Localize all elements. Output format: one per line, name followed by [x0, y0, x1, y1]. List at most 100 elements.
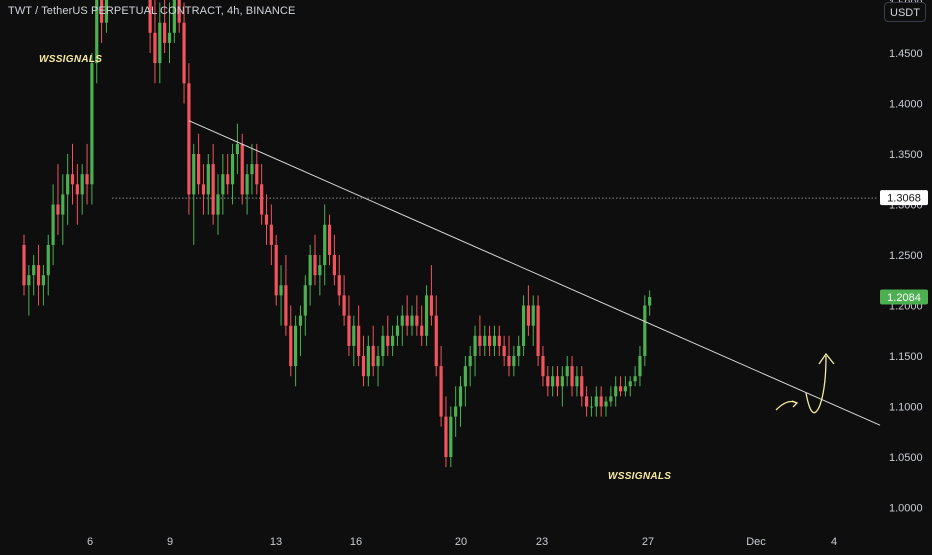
candle-body — [492, 335, 497, 346]
candle-body — [638, 356, 642, 377]
candle-body — [274, 244, 278, 296]
price-badge-label: 1.3068 — [887, 193, 921, 205]
candle-body — [80, 174, 84, 195]
projection-arrow-head — [818, 352, 835, 365]
candle-body — [284, 285, 288, 326]
candle-body — [381, 335, 385, 356]
candle-body — [182, 22, 186, 84]
candle-body — [434, 315, 438, 367]
price-tick-label: 1.0500 — [889, 452, 923, 464]
candle-body — [187, 83, 191, 195]
candle-body — [51, 204, 55, 245]
candle-body — [303, 285, 307, 316]
candle-body — [463, 366, 467, 387]
price-badge-label: 1.2084 — [887, 292, 921, 304]
projection-arrow-group — [775, 352, 835, 414]
candle-body — [66, 174, 70, 195]
candle-body — [85, 174, 89, 185]
watermark-top: WSSIGNALS — [39, 54, 103, 65]
price-tick-label: 1.2500 — [889, 250, 923, 262]
candle-body — [609, 396, 613, 402]
candle-body — [594, 396, 598, 407]
candle-body — [90, 63, 94, 185]
candle-body — [633, 376, 637, 382]
price-tick-label: 1.1500 — [889, 351, 923, 363]
candle-body — [478, 335, 482, 346]
candle-body — [628, 381, 632, 387]
candle-body — [148, 0, 152, 33]
candle-body — [313, 255, 317, 276]
candle-body — [41, 275, 45, 286]
candle-body — [211, 164, 215, 215]
candle-body — [405, 315, 409, 326]
small-arrow-head — [791, 400, 799, 408]
candle-body — [526, 305, 530, 326]
candle-body — [589, 406, 594, 408]
candle-body — [221, 174, 225, 195]
candle-body — [599, 396, 603, 407]
candle-body — [439, 366, 443, 417]
candle-body — [551, 376, 555, 387]
candle-body — [172, 0, 176, 33]
candle-body — [250, 164, 254, 175]
candle-body — [36, 265, 41, 286]
candle-body — [167, 32, 172, 43]
candle-body — [454, 406, 458, 417]
candle-body — [240, 143, 244, 195]
time-tick-label: 27 — [642, 536, 654, 548]
candle-body — [32, 265, 36, 276]
candle-body — [332, 255, 336, 276]
time-tick-label: 16 — [350, 536, 362, 548]
candle-body — [163, 22, 167, 43]
candle-body — [502, 345, 506, 356]
candle-body — [395, 325, 400, 336]
time-tick-label: 20 — [455, 536, 467, 548]
candle-body — [376, 356, 380, 367]
candle-body — [279, 285, 283, 296]
candle-body — [468, 356, 472, 367]
candle-body — [458, 386, 463, 407]
candle-body — [192, 154, 196, 195]
candle-body — [352, 325, 356, 346]
candle-body — [507, 356, 511, 367]
candle-body — [61, 194, 65, 215]
candle-body — [298, 315, 303, 326]
candle-body — [575, 376, 579, 387]
candle-body — [473, 335, 477, 356]
time-tick-label: 9 — [167, 536, 173, 548]
price-tick-label: 1.4000 — [889, 99, 923, 111]
candle-body — [444, 416, 448, 457]
candle-body — [22, 244, 26, 286]
candle-body — [555, 376, 560, 387]
candle-body — [104, 0, 109, 23]
candle-body — [153, 32, 157, 64]
time-tick-label: 4 — [831, 536, 837, 548]
candle-body — [230, 154, 235, 185]
trendline — [188, 120, 881, 426]
candle-body — [361, 356, 366, 377]
candle-body — [536, 305, 540, 356]
candle-body — [347, 315, 351, 346]
time-tick-label: 13 — [270, 536, 282, 548]
time-tick-label: 23 — [536, 536, 548, 548]
candle-body — [618, 386, 623, 392]
candle-body — [512, 356, 516, 367]
candle-body — [585, 396, 589, 407]
candle-body — [429, 295, 433, 316]
candle-body — [197, 154, 201, 185]
price-tick-label: 1.4500 — [889, 48, 923, 60]
candle-body — [497, 335, 501, 346]
candle-body — [158, 22, 162, 64]
price-badge-bg — [880, 289, 928, 305]
candle-body — [201, 184, 206, 195]
candle-body — [27, 275, 31, 286]
candle-body — [56, 204, 60, 215]
candle-body — [565, 366, 569, 377]
candle-body — [100, 0, 104, 23]
candle-body — [294, 325, 298, 367]
currency-button[interactable]: USDT — [884, 2, 926, 22]
candle-body — [386, 335, 390, 346]
